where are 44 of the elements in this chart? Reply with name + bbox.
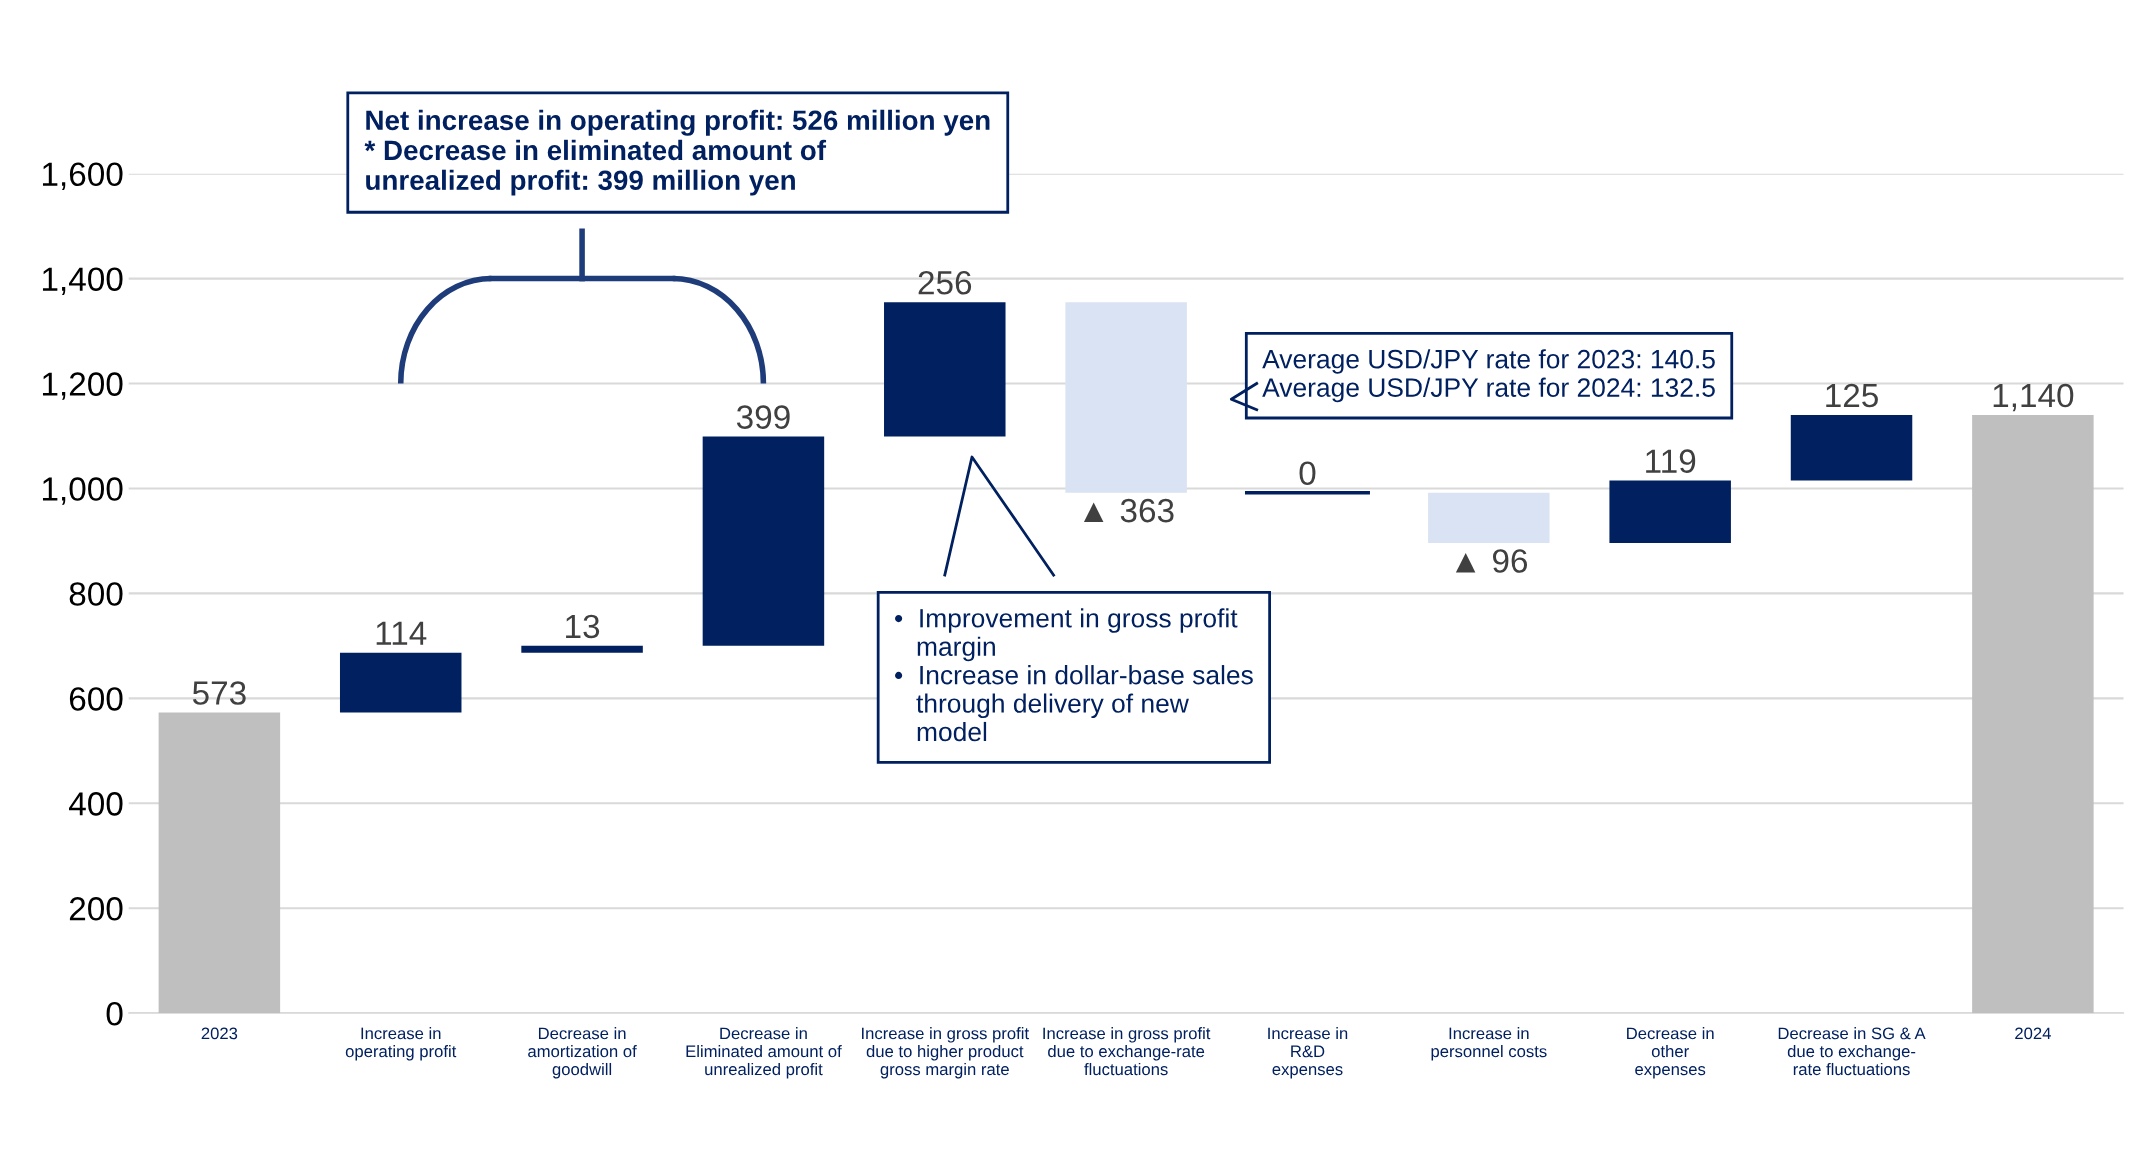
x-tick-label: Increase in gross profit due to exchange-rate fluctuations xyxy=(1043,1027,1211,1076)
y-tick-label: 1,400 xyxy=(42,267,123,295)
bar xyxy=(1065,302,1187,493)
x-tick-label: Increase in operating profit xyxy=(345,1027,457,1061)
y-tick-label: 0 xyxy=(106,1001,123,1026)
bar xyxy=(884,302,1006,437)
annotation: Net increase in operating profit: 526 million yen * Decrease in eliminated amount of unrealized profit: 399 million yen xyxy=(364,109,990,196)
bar xyxy=(339,652,462,713)
x-tick-label: 2023 xyxy=(201,1027,238,1040)
data-label: 1,140 xyxy=(1993,383,2074,412)
bar xyxy=(1609,480,1731,544)
bar xyxy=(702,436,825,646)
bar xyxy=(1428,492,1550,544)
bar xyxy=(158,712,281,1014)
data-label: ▲ 96 xyxy=(1455,549,1528,573)
annotation: Average USD/JPY rate for 2023: 140.5 Average USD/JPY rate for 2024: 132.5 xyxy=(1262,349,1715,403)
x-tick-label: Increase in R&D expenses xyxy=(1268,1027,1348,1079)
x-tick-label: Decrease in other expenses xyxy=(1627,1027,1714,1079)
y-tick-label: 1,600 xyxy=(42,162,123,190)
data-label: 119 xyxy=(1646,449,1696,473)
data-label: 0 xyxy=(1299,461,1316,486)
data-label: 573 xyxy=(192,681,246,705)
y-tick-label: 1,000 xyxy=(42,477,123,505)
y-tick-label: 600 xyxy=(69,687,123,711)
data-label: 256 xyxy=(918,270,972,295)
x-tick-label: Decrease in Eliminated amount of unrealized profit xyxy=(686,1027,842,1079)
bar xyxy=(1972,415,2094,1014)
y-tick-label: 800 xyxy=(69,582,123,606)
bar xyxy=(1790,415,1913,481)
x-tick-label: Increase in gross profit due to higher product gross margin rate xyxy=(862,1027,1029,1079)
x-tick-label: Increase in personnel costs xyxy=(1431,1027,1547,1061)
data-label: 13 xyxy=(566,614,600,639)
x-tick-label: 2024 xyxy=(2015,1027,2051,1040)
data-label: 399 xyxy=(736,405,790,429)
y-tick-label: 400 xyxy=(69,792,123,816)
annotation: • Improvement in gross profit margin • Increase in dollar-base sales through delivery of new model xyxy=(895,608,1253,742)
y-tick-label: 1,200 xyxy=(42,372,123,400)
data-label: ▲ 363 xyxy=(1083,498,1174,523)
bar xyxy=(521,645,643,653)
data-label: 125 xyxy=(1826,383,1878,408)
y-tick-label: 200 xyxy=(69,897,123,921)
x-tick-label: Decrease in amortization of goodwill xyxy=(528,1027,637,1079)
x-tick-label: Decrease in SG & A due to exchange- rate fluctuations xyxy=(1778,1027,1926,1076)
data-label: 114 xyxy=(376,621,427,645)
